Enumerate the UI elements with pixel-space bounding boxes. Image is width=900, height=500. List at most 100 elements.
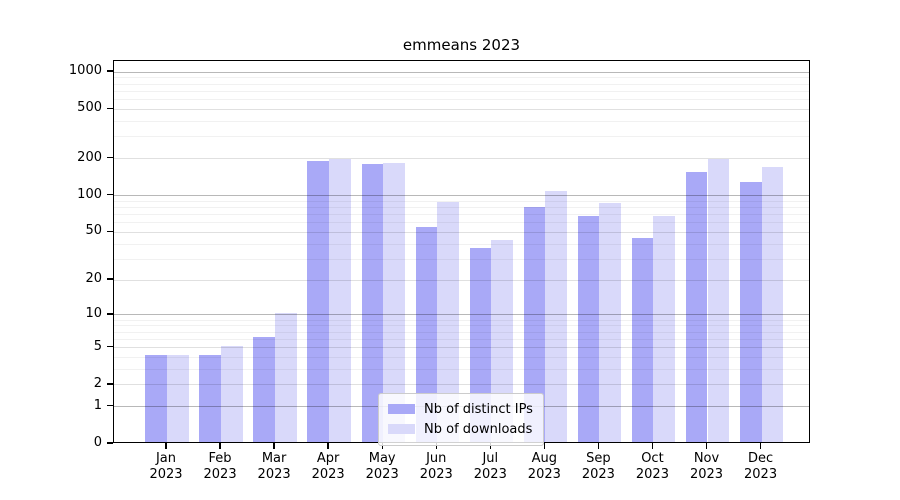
bar-mar-distinct-ips <box>253 337 276 442</box>
legend-item-downloads: Nb of downloads <box>388 419 533 439</box>
gridline-600 <box>114 99 809 101</box>
x-tick-mark <box>165 443 167 449</box>
gridline-800 <box>114 83 809 85</box>
x-tick-label-mar: Mar 2023 <box>257 451 291 482</box>
x-tick-label-sep: Sep 2023 <box>581 451 615 482</box>
gridline-4 <box>114 356 809 358</box>
x-tick-mark <box>435 443 437 449</box>
x-tick-label-may: May 2023 <box>365 451 399 482</box>
bar-sep-downloads <box>599 203 622 442</box>
gridline-6 <box>114 338 809 340</box>
y-tick-label-100: 100 <box>77 186 102 202</box>
gridline-70 <box>114 214 809 216</box>
y-tick-label-5: 5 <box>93 338 102 354</box>
gridline-1000 <box>114 71 809 73</box>
bar-aug-distinct-ips <box>523 207 546 442</box>
x-tick-label-dec: Dec 2023 <box>744 451 778 482</box>
bar-feb-distinct-ips <box>199 355 222 442</box>
y-tick-label-0: 0 <box>93 435 102 450</box>
y-tick-mark <box>107 345 113 348</box>
x-tick-mark <box>597 443 600 449</box>
x-tick-label-aug: Aug 2023 <box>527 451 561 482</box>
y-tick-label-500: 500 <box>77 100 102 116</box>
x-tick-mark <box>705 443 708 449</box>
gridline-9 <box>114 319 809 321</box>
bar-mar-downloads <box>275 312 297 442</box>
y-tick-mark <box>107 442 113 444</box>
y-tick-mark <box>107 404 113 407</box>
bar-jan-distinct-ips <box>145 355 167 442</box>
legend: Nb of distinct IPs Nb of downloads <box>378 393 544 446</box>
x-tick-mark <box>489 443 491 449</box>
bar-nov-distinct-ips <box>685 171 708 442</box>
gridline-40 <box>114 243 809 245</box>
legend-label-distinct-ips: Nb of distinct IPs <box>424 401 533 417</box>
x-tick-mark <box>759 443 762 449</box>
x-tick-label-jun: Jun 2023 <box>419 451 453 482</box>
bar-jun-downloads <box>437 202 459 442</box>
gridline-5 <box>114 347 809 349</box>
y-tick-mark <box>107 107 113 110</box>
gridline-90 <box>114 200 809 202</box>
x-tick-label-apr: Apr 2023 <box>311 451 345 482</box>
x-tick-label-jul: Jul 2023 <box>473 451 507 482</box>
gridline-3 <box>114 368 809 370</box>
bar-oct-downloads <box>653 215 676 442</box>
y-tick-mark <box>107 230 113 233</box>
y-tick-mark <box>107 193 113 196</box>
y-tick-label-20: 20 <box>85 271 102 287</box>
x-tick-mark <box>543 443 546 449</box>
bar-aug-downloads <box>545 191 568 442</box>
gridline-20 <box>114 279 809 281</box>
y-tick-mark <box>107 278 113 280</box>
chart-title: emmeans 2023 <box>402 36 521 54</box>
bar-sep-distinct-ips <box>577 216 600 442</box>
x-tick-mark <box>381 443 383 449</box>
gridline-2 <box>114 384 809 386</box>
gridline-7 <box>114 331 809 333</box>
x-tick-mark <box>327 443 329 449</box>
bar-may-downloads <box>383 162 405 442</box>
gridline-80 <box>114 206 809 208</box>
bar-dec-distinct-ips <box>739 181 762 442</box>
gridline-700 <box>114 90 809 92</box>
y-tick-mark <box>107 70 113 72</box>
legend-swatch-distinct-ips <box>388 404 415 414</box>
y-tick-label-200: 200 <box>77 149 102 165</box>
bar-apr-distinct-ips <box>307 160 330 442</box>
x-tick-label-jan: Jan 2023 <box>149 451 183 482</box>
gridline-100 <box>114 195 809 197</box>
gridline-60 <box>114 222 809 224</box>
x-tick-label-nov: Nov 2023 <box>689 451 724 482</box>
bar-feb-downloads <box>221 345 243 442</box>
legend-item-distinct-ips: Nb of distinct IPs <box>388 399 533 419</box>
x-tick-mark <box>651 443 654 449</box>
bar-jan-downloads <box>167 355 189 442</box>
legend-swatch-downloads <box>388 424 415 434</box>
gridline-200 <box>114 158 809 159</box>
y-tick-label-1000: 1000 <box>68 63 102 79</box>
gridline-500 <box>114 108 809 110</box>
bar-oct-distinct-ips <box>631 238 654 442</box>
gridline-900 <box>114 77 809 79</box>
y-tick-label-50: 50 <box>85 223 102 239</box>
legend-label-downloads: Nb of downloads <box>424 421 533 437</box>
x-tick-mark <box>273 443 275 449</box>
y-tick-label-1: 1 <box>93 397 102 413</box>
plot-area <box>113 60 810 443</box>
y-tick-mark <box>107 383 113 385</box>
gridline-30 <box>114 258 809 260</box>
bar-jul-downloads <box>491 239 513 442</box>
x-tick-mark <box>219 443 221 449</box>
bar-may-distinct-ips <box>361 163 384 442</box>
y-tick-mark <box>107 313 113 315</box>
gridline-300 <box>114 136 809 138</box>
y-tick-label-2: 2 <box>93 375 102 391</box>
bar-jun-distinct-ips <box>415 227 438 442</box>
bar-apr-downloads <box>329 158 351 442</box>
gridline-8 <box>114 325 809 327</box>
y-tick-mark <box>107 156 113 159</box>
gridline-10 <box>114 314 809 316</box>
bar-dec-downloads <box>761 167 784 442</box>
